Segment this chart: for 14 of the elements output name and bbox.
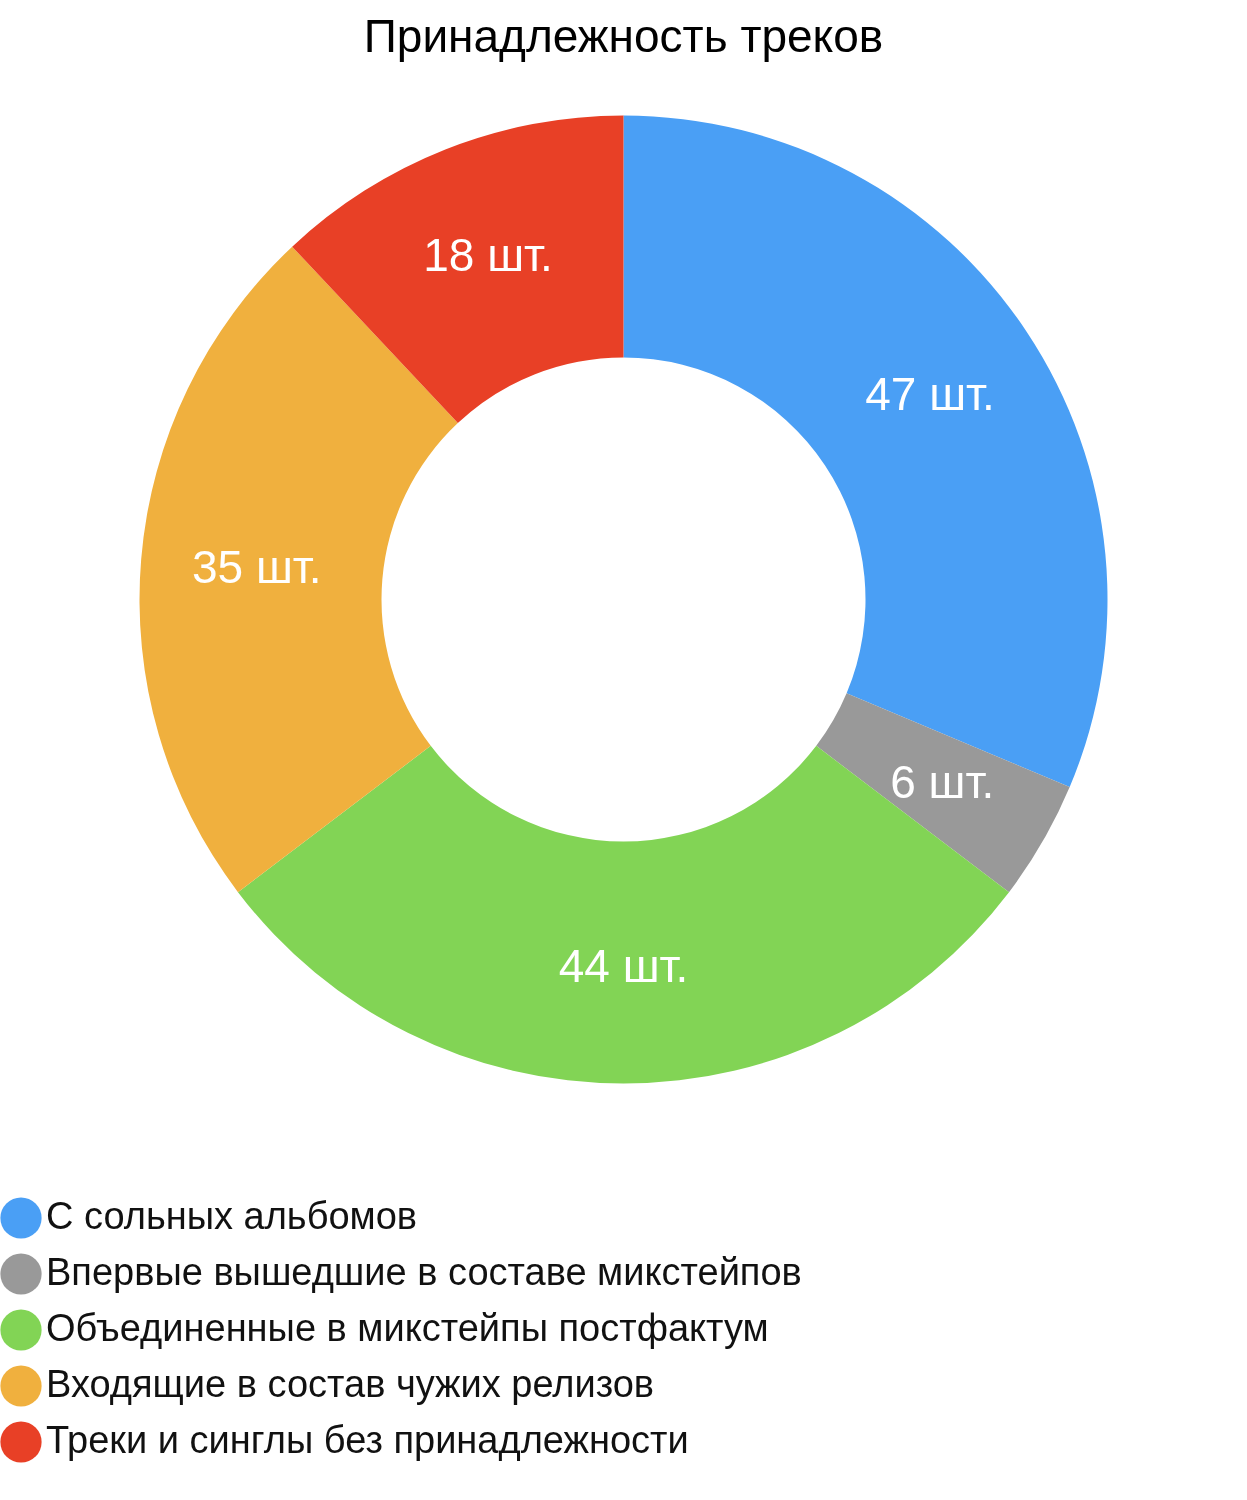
data-label: 44 шт.	[558, 939, 689, 992]
donut-slice	[292, 115, 624, 424]
data-label: 47 шт.	[865, 367, 995, 420]
legend-label: Объединенные в микстейпы постфактум	[46, 1307, 769, 1349]
chart-title: Принадлежность треков	[363, 10, 884, 62]
data-label: 18 шт.	[423, 229, 553, 282]
data-label: 35 шт.	[191, 540, 322, 593]
legend-label: Впервые вышедшие в составе микстейпов	[46, 1251, 802, 1293]
legend-label: Треки и синглы без принадлежности	[46, 1419, 689, 1461]
donut-slice	[816, 693, 1070, 893]
data-label: 6 шт.	[890, 755, 995, 808]
donut-slice	[237, 745, 1010, 1083]
legend-label: Входящие в состав чужих релизов	[46, 1363, 655, 1405]
legend-label: С сольных альбомов	[46, 1195, 418, 1237]
